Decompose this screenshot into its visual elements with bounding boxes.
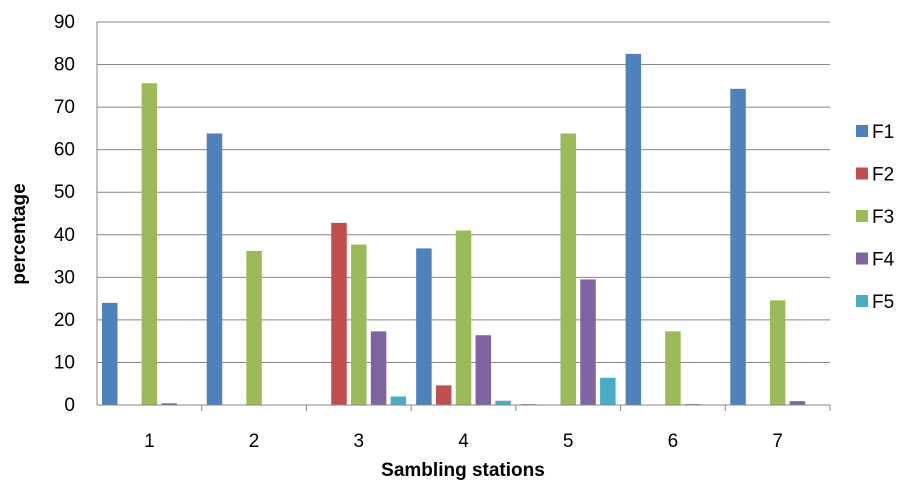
bar-f3-station-1 <box>141 83 158 405</box>
bar-f5-station-4 <box>495 400 511 405</box>
bar-f3-station-6 <box>665 331 681 405</box>
y-axis-title: percentage <box>9 183 30 284</box>
legend-label-f5: F5 <box>872 292 894 313</box>
bar-f3-station-2 <box>246 250 262 405</box>
x-tick-label: 2 <box>249 431 260 452</box>
bar-f1-station-7 <box>730 88 746 405</box>
bar-f4-station-7 <box>789 401 806 405</box>
y-tick-label: 80 <box>54 55 75 76</box>
x-tick-label: 3 <box>353 431 364 452</box>
y-tick-label: 10 <box>54 352 75 373</box>
legend-swatch-f1 <box>856 125 868 137</box>
x-tick-label: 4 <box>458 431 469 452</box>
legend-swatch-f3 <box>856 210 868 222</box>
x-axis-title: Sambling stations <box>381 460 545 481</box>
bar-f5-station-3 <box>390 396 407 405</box>
bar-f5-station-5 <box>600 377 616 405</box>
bar-f3-station-5 <box>560 133 576 406</box>
y-tick-label: 20 <box>54 310 75 331</box>
bar-f3-station-3 <box>351 244 367 405</box>
bars <box>102 53 806 406</box>
x-tick-labels: 1 2 3 4 5 6 7 <box>144 431 783 452</box>
legend-swatch-f5 <box>856 295 868 307</box>
y-tick-label: 90 <box>54 12 75 33</box>
legend-label-f4: F4 <box>872 250 895 271</box>
bar-f1-station-4 <box>416 248 432 405</box>
legend-label-f2: F2 <box>872 165 894 186</box>
bar-f4-station-5 <box>580 279 596 405</box>
bar-f4-station-1 <box>161 403 177 405</box>
x-tick-label: 5 <box>563 431 574 452</box>
bar-f1-station-2 <box>206 133 223 406</box>
y-tick-label: 0 <box>64 395 75 416</box>
legend-swatch-f2 <box>856 167 868 180</box>
x-tick-label: 6 <box>668 431 679 452</box>
bar-f4-station-3 <box>370 331 387 405</box>
y-tick-label: 50 <box>54 182 75 203</box>
y-tick-label: 30 <box>54 267 75 288</box>
legend-label-f1: F1 <box>872 122 894 143</box>
axes <box>96 22 831 411</box>
legend-label-f3: F3 <box>872 207 894 228</box>
bar-f1-station-6 <box>625 53 642 406</box>
y-tick-label: 70 <box>54 97 75 118</box>
bar-f2-station-4 <box>435 385 452 405</box>
y-tick-labels: 0 10 20 30 40 50 60 70 80 90 <box>54 12 75 416</box>
legend: F1 F2 F3 F4 F5 <box>856 122 895 313</box>
bar-f3-station-7 <box>769 300 786 405</box>
y-tick-label: 60 <box>54 140 75 161</box>
x-tick-label: 7 <box>772 431 783 452</box>
bar-f2-station-3 <box>331 222 347 405</box>
bar-f3-station-4 <box>455 230 472 405</box>
y-tick-label: 40 <box>54 225 75 246</box>
bar-f4-station-4 <box>475 335 492 405</box>
bar-f1-station-1 <box>102 302 118 405</box>
x-tick-label: 1 <box>144 431 155 452</box>
legend-swatch-f4 <box>856 252 868 265</box>
